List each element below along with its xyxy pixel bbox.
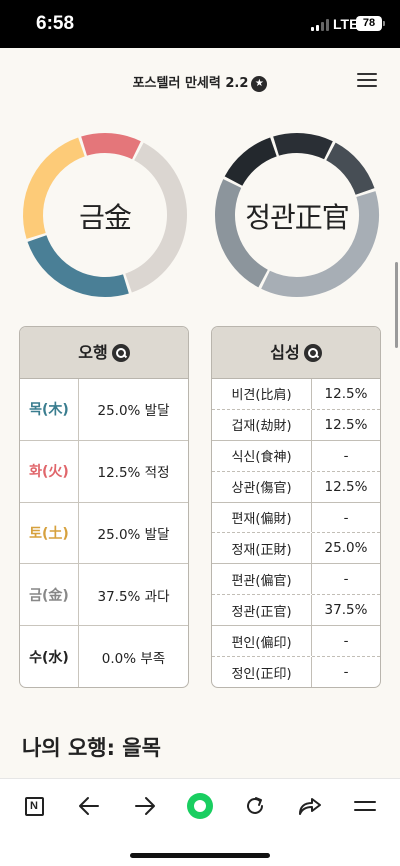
page-title-text: 포스텔러 만세력 2.2 (132, 76, 249, 91)
ohaeng-element: 금(金) (20, 564, 79, 626)
sipseong-donut-svg (215, 133, 379, 297)
sipseong-name: 편관(偏官) (212, 564, 312, 595)
sipseong-value: 12.5% (324, 478, 368, 495)
back-button[interactable] (71, 791, 107, 821)
sipseong-name: 상관(傷官) (212, 471, 312, 502)
sipseong-name: 비견(比肩) (212, 379, 312, 409)
ohaeng-element: 수(水) (20, 626, 79, 687)
scroll-indicator[interactable] (395, 262, 398, 348)
sipseong-row: 비견(比肩) 12.5% (212, 379, 380, 410)
sipseong-table-title: 십성 (270, 343, 300, 362)
green-dot-icon (187, 793, 213, 819)
app-header: 포스텔러 만세력 2.2 ★ (0, 48, 400, 114)
sipseong-table-header[interactable]: 십성 (212, 327, 380, 379)
sipseong-value: - (343, 664, 349, 681)
donut-segment (81, 133, 141, 160)
sipseong-row: 정관(正官) 37.5% (212, 595, 380, 627)
sipseong-row: 정재(正財) 25.0% (212, 533, 380, 565)
status-time: 6:58 (36, 13, 75, 34)
ohaeng-row: 수(水) 0.0% 부족 (20, 626, 188, 687)
page-title: 포스텔러 만세력 2.2 ★ (0, 72, 400, 92)
sipseong-name: 편인(偏印) (212, 626, 312, 657)
sipseong-name: 편재(偏財) (212, 502, 312, 533)
sipseong-row: 편인(偏印) - (212, 626, 380, 658)
ohaeng-table: 오행 목(木) 25.0% 발달 화(火) 12.5% 적정 토(土) 25.0% 발달 금… (19, 326, 189, 688)
naver-home-button[interactable]: N (16, 791, 52, 821)
arrow-left-icon (79, 797, 99, 815)
donut-center-label-right: 정관正官 (245, 201, 350, 234)
sipseong-name: 정관(正官) (212, 595, 312, 626)
donut-segment (261, 191, 379, 297)
sipseong-row: 편재(偏財) - (212, 502, 380, 534)
ohaeng-value: 12.5% 적정 (97, 465, 170, 482)
donut-segment (224, 137, 278, 187)
sipseong-row: 식신(食神) - (212, 440, 380, 472)
ohaeng-value: 25.0% 발달 (97, 403, 170, 420)
ohaeng-donut-chart: 금金 (22, 132, 188, 298)
refresh-icon (247, 797, 263, 814)
donut-segment (124, 142, 187, 293)
donut-center-label-left: 금金 (79, 201, 132, 234)
sipseong-table: 십성 비견(比肩) 12.5% 겁재(劫財) 12.5% 식신(食神) - 상관(傷官) 12… (211, 326, 381, 688)
signal-icon (311, 19, 329, 31)
ohaeng-value: 0.0% 부족 (101, 651, 166, 668)
ohaeng-table-title: 오행 (78, 343, 108, 362)
ohaeng-element: 목(木) (20, 379, 79, 440)
section-title: 나의 오행: 을목 (22, 736, 161, 760)
battery-icon: 78 (356, 16, 385, 31)
hamburger-menu-icon[interactable] (357, 72, 377, 88)
browser-toolbar: N (0, 778, 400, 866)
ohaeng-row: 토(土) 25.0% 발달 (20, 502, 188, 565)
sipseong-donut-chart: 정관正官 (214, 132, 380, 298)
sipseong-value: 37.5% (324, 602, 368, 619)
sipseong-value: 12.5% (324, 416, 368, 433)
ohaeng-value: 37.5% 과다 (97, 588, 170, 605)
arrow-right-icon (135, 797, 155, 815)
ohaeng-row: 화(火) 12.5% 적정 (20, 440, 188, 503)
sipseong-value: - (343, 633, 349, 650)
sipseong-value: - (343, 509, 349, 526)
donut-segment (23, 137, 86, 239)
sipseong-value: 25.0% (324, 540, 368, 557)
donut-segment (273, 133, 333, 160)
forward-button[interactable] (127, 791, 163, 821)
donut-segment (215, 179, 269, 288)
status-bar: 6:58 LTE 78 (0, 0, 400, 48)
home-indicator (130, 853, 270, 858)
search-icon[interactable] (303, 343, 322, 362)
sipseong-row: 겁재(劫財) 12.5% (212, 409, 380, 441)
sipseong-name: 식신(食神) (212, 440, 312, 471)
share-arrow-icon (299, 798, 321, 815)
ohaeng-value: 25.0% 발달 (97, 526, 170, 543)
ohaeng-row: 금(金) 37.5% 과다 (20, 564, 188, 627)
sipseong-value: - (343, 571, 349, 588)
green-dot-button[interactable] (182, 791, 218, 821)
ohaeng-row: 목(木) 25.0% 발달 (20, 379, 188, 441)
ohaeng-element: 토(土) (20, 502, 79, 564)
sipseong-row: 정인(正印) - (212, 657, 380, 687)
sipseong-row: 상관(傷官) 12.5% (212, 471, 380, 503)
sipseong-name: 겁재(劫財) (212, 409, 312, 440)
ohaeng-donut-svg (23, 133, 187, 297)
sipseong-value: 12.5% (324, 385, 368, 402)
naver-n-icon: N (24, 796, 44, 816)
donut-segment (325, 142, 375, 196)
network-label: LTE (333, 16, 359, 32)
refresh-button[interactable] (237, 791, 273, 821)
star-badge-icon[interactable]: ★ (251, 75, 268, 92)
sipseong-name: 정재(正財) (212, 533, 312, 564)
share-button[interactable] (292, 791, 328, 821)
browser-menu-button[interactable] (347, 791, 383, 821)
ohaeng-table-header[interactable]: 오행 (20, 327, 188, 379)
search-icon[interactable] (111, 343, 130, 362)
sipseong-name: 정인(正印) (212, 657, 312, 687)
menu-lines-icon (354, 801, 376, 811)
donut-segment (27, 234, 129, 297)
ohaeng-element: 화(火) (20, 440, 79, 502)
sipseong-row: 편관(偏官) - (212, 564, 380, 596)
sipseong-value: - (343, 447, 349, 464)
